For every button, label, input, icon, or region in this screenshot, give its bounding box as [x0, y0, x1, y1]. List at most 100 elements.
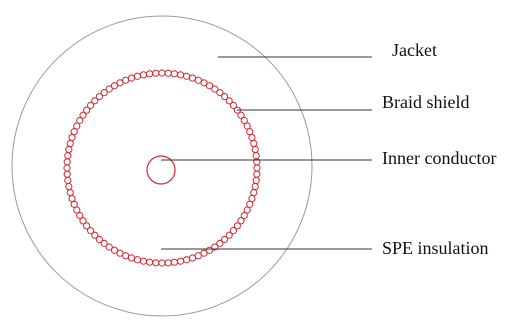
braid-strand — [237, 111, 245, 119]
spe-insulation-label: SPE insulation — [382, 238, 489, 258]
braid-strand — [63, 170, 71, 178]
braid-strand — [243, 122, 251, 130]
braid-strand — [182, 72, 191, 80]
braid-strand — [240, 116, 248, 125]
braid-strand — [253, 170, 261, 178]
braid-strand — [66, 188, 74, 197]
braid-strand — [170, 70, 178, 78]
braid-strand — [73, 122, 81, 130]
braid-strand — [211, 85, 219, 93]
braid-strand — [122, 76, 130, 84]
braid-strand — [79, 217, 87, 225]
braid-strand — [110, 246, 119, 254]
braid-shield-ring — [63, 69, 261, 267]
braid-strand — [164, 69, 172, 77]
braid-strand — [152, 259, 160, 267]
braid-strand — [76, 211, 84, 220]
braid-strand — [158, 259, 166, 267]
inner-conductor-circle — [146, 155, 176, 185]
braid-strand — [139, 71, 148, 79]
braid-strand — [246, 200, 254, 208]
braid-strand — [146, 258, 154, 266]
braid-strand — [216, 239, 224, 247]
braid-strand — [229, 227, 238, 235]
braid-strand — [243, 206, 251, 214]
braid-strand — [170, 258, 178, 266]
braid-strand — [200, 249, 208, 257]
braid-strand — [200, 79, 208, 87]
braid-strand — [211, 243, 219, 251]
braid-strand — [176, 257, 185, 265]
braid-strand — [139, 257, 148, 265]
braid-strand — [68, 133, 76, 142]
braid-strand — [221, 235, 229, 244]
braid-strand — [221, 92, 229, 101]
braid-strand — [86, 101, 95, 109]
braid-strand — [100, 239, 108, 247]
braid-strand — [248, 133, 256, 142]
braid-strand — [133, 256, 142, 264]
braid-strand — [146, 70, 154, 78]
braid-strand — [240, 211, 248, 220]
braid-strand — [76, 116, 84, 125]
braid-strand — [116, 79, 124, 87]
braid-strand — [68, 194, 76, 203]
braid-strand — [250, 188, 258, 197]
braid-strand — [70, 200, 78, 208]
braid-strand — [216, 89, 224, 97]
braid-strand — [64, 152, 72, 160]
braid-strand — [252, 176, 260, 184]
braid-strand — [164, 259, 172, 267]
braid-strand — [127, 74, 136, 82]
braid-strand — [66, 139, 74, 148]
braid-strand — [95, 92, 103, 101]
braid-strand — [65, 182, 73, 191]
braid-strand — [253, 158, 261, 166]
braid-strand — [100, 89, 108, 97]
braid-strand — [73, 206, 81, 214]
braid-strand — [116, 249, 124, 257]
braid-strand — [110, 82, 119, 90]
braid-strand — [91, 231, 99, 239]
braid-strand — [86, 227, 95, 235]
braid-strand — [253, 164, 261, 172]
braid-strand — [250, 139, 258, 148]
braid-strand — [252, 152, 260, 160]
jacket-circle — [11, 15, 313, 317]
braid-strand — [251, 145, 259, 154]
braid-strand — [225, 97, 233, 105]
braid-strand — [122, 252, 130, 260]
braid-strand — [194, 76, 202, 84]
braid-strand — [105, 243, 113, 251]
braid-strand — [182, 256, 191, 264]
braid-shield-label: Braid shield — [382, 92, 470, 112]
braid-strand — [248, 194, 256, 203]
braid-strand — [188, 74, 197, 82]
braid-strand — [194, 252, 202, 260]
braid-strand — [233, 222, 241, 230]
braid-strand — [225, 231, 233, 239]
braid-strand — [83, 106, 91, 114]
braid-strand — [79, 111, 87, 119]
braid-strand — [63, 164, 71, 172]
braid-strand — [63, 158, 71, 166]
braid-strand — [229, 101, 238, 109]
braid-strand — [64, 176, 72, 184]
braid-strand — [237, 217, 245, 225]
braid-strand — [133, 72, 142, 80]
braid-strand — [246, 128, 254, 136]
braid-strand — [205, 82, 214, 90]
braid-strand — [65, 145, 73, 154]
jacket-label: Jacket — [392, 40, 437, 60]
braid-strand — [91, 97, 99, 105]
braid-strand — [176, 71, 185, 79]
braid-strand — [95, 235, 103, 244]
braid-strand — [105, 85, 113, 93]
braid-strand — [83, 222, 91, 230]
braid-strand — [152, 69, 160, 77]
braid-strand — [251, 182, 259, 191]
braid-strand — [158, 69, 166, 77]
braid-strand — [70, 128, 78, 136]
braid-strand — [188, 254, 197, 262]
